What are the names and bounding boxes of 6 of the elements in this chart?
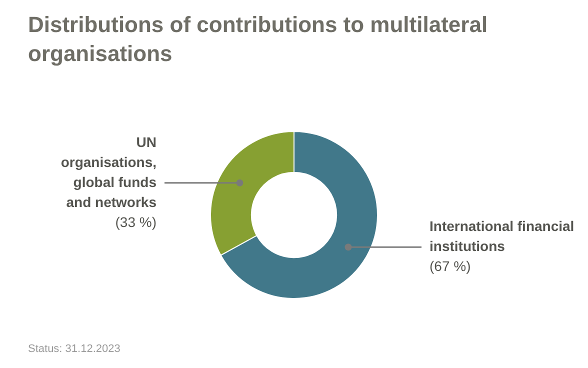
data-label: (67 %) [430, 258, 471, 274]
data-label: (33 %) [115, 214, 156, 230]
slice-label: UN organisations, global funds and networks [60, 134, 157, 210]
text: Status: 31.12.2023 [28, 343, 120, 355]
slice-label: International financial institutions [430, 218, 574, 254]
chart-title: Distributions of contributions to multilateral organisations [28, 11, 489, 68]
